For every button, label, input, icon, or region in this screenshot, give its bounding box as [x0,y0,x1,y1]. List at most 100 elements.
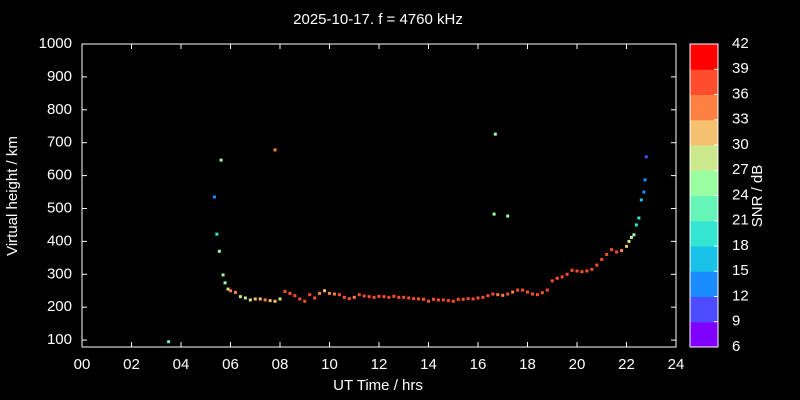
data-point [263,298,267,302]
colorbar-tick-label: 42 [732,35,749,52]
data-point [215,232,219,236]
data-point [496,293,500,297]
colorbar-tick-label: 15 [732,262,749,279]
data-point [212,195,216,199]
colorbar-bin [690,220,718,247]
data-point [332,292,336,296]
data-point [288,291,292,295]
data-point [446,299,450,303]
data-point [298,297,302,301]
data-point [372,295,376,299]
data-point [451,299,455,303]
data-point [637,216,641,220]
data-point [506,292,510,296]
x-tick-label: 14 [420,356,437,373]
data-point [407,296,411,300]
colorbar-tick-label: 30 [732,136,749,153]
data-point [565,272,569,276]
data-point [377,294,381,298]
x-tick-label: 04 [173,356,190,373]
data-point [253,297,257,301]
data-point [570,268,574,272]
data-point [643,178,647,182]
data-point [632,233,636,237]
x-tick-label: 18 [519,356,536,373]
plot-frame [81,43,677,348]
colorbar-bin [690,44,718,70]
data-point [238,295,242,299]
x-tick-label: 10 [321,356,338,373]
data-point [229,289,232,293]
data-point [516,288,520,292]
x-tick-label: 24 [668,356,685,373]
data-point [627,239,631,243]
x-tick-label: 06 [222,356,239,373]
colorbar-tick-label: 27 [732,161,749,178]
colorbar-tick-label: 39 [732,60,749,77]
data-point [491,292,495,296]
data-point [412,297,416,301]
data-point [545,288,549,292]
data-point [293,294,297,298]
data-point [526,290,529,294]
data-point [318,291,322,295]
data-point [367,295,371,299]
data-point [342,295,346,299]
data-point [273,148,277,152]
data-point [560,275,564,279]
data-point [392,294,396,298]
data-point [639,198,643,202]
data-point [481,295,485,299]
data-point [486,294,490,298]
data-point [590,267,594,271]
data-point [493,132,497,136]
data-point [600,257,604,261]
data-point [357,293,361,297]
data-point [610,248,614,252]
data-point [625,244,628,248]
data-point [580,270,584,274]
data-point [511,290,515,294]
x-axis-label: UT Time / hrs [333,377,423,394]
y-tick-label: 300 [47,265,72,282]
data-point [397,295,401,299]
data-point [226,287,230,291]
colorbar-bin [690,271,718,297]
data-point [501,293,505,297]
colorbar-tick-label: 6 [732,338,740,355]
data-point [535,293,539,297]
data-point [530,292,534,296]
data-point [476,296,480,300]
data-point [221,273,225,277]
data-point [441,298,445,302]
data-point [382,295,386,299]
colorbar-tick-label: 36 [732,85,749,102]
data-point [323,289,327,293]
data-point [555,276,559,280]
y-tick-label: 700 [47,134,72,151]
x-tick-label: 22 [618,356,635,373]
y-tick-label: 600 [47,167,72,184]
x-tick-label: 16 [470,356,487,373]
colorbar-tick-label: 18 [732,237,749,254]
colorbar-tick-label: 9 [732,313,740,330]
y-tick-label: 1000 [39,35,72,52]
y-tick-label: 800 [47,101,72,118]
data-point [575,269,579,273]
data-point [278,297,282,301]
data-point [620,249,624,253]
data-point [540,291,544,295]
data-point [615,250,619,254]
colorbar-tick-label: 33 [732,111,749,128]
data-point [417,297,421,301]
data-point [308,293,312,297]
data-point [436,298,440,302]
data-point [352,295,356,299]
data-point [273,299,277,303]
data-point [313,296,317,300]
data-point [217,249,221,253]
data-point [219,158,223,162]
colorbar-tick-label: 21 [732,212,749,229]
